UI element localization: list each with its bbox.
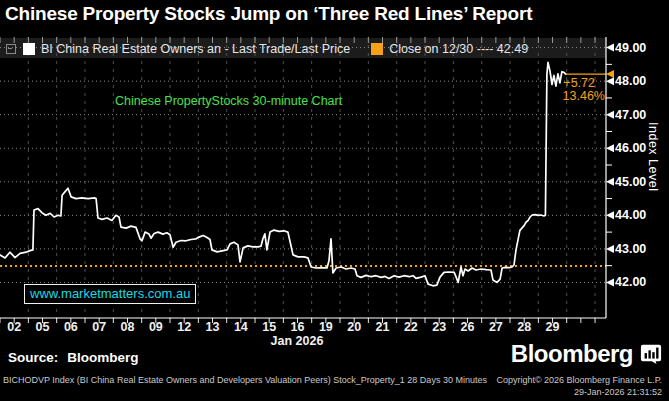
y-tick-arrow-icon xyxy=(606,144,614,152)
x-axis-tick-label: 09 xyxy=(149,320,163,334)
legend-series-label[interactable]: BI China Real Estate Owners an - Last Tr… xyxy=(41,42,350,56)
y-axis-tick-label: 48.00 xyxy=(615,73,646,89)
x-axis-tick-label: 16 xyxy=(291,320,305,334)
bloomberg-logo: Bloomberg xyxy=(511,340,662,368)
y-axis-tick-label: 49.00 xyxy=(615,40,646,56)
x-axis-tick-label: 05 xyxy=(36,320,50,334)
x-axis-tick-label: 28 xyxy=(517,320,531,334)
watermark-url: www.marketmatters.com.au xyxy=(24,284,196,304)
x-axis-group-label: Jan 2026 xyxy=(271,334,324,348)
x-axis-tick-label: 26 xyxy=(461,320,475,334)
x-axis-tick-label: 23 xyxy=(432,320,446,334)
x-axis-tick-label: 02 xyxy=(7,320,21,334)
y-axis-tick-label: 44.00 xyxy=(615,207,646,223)
x-axis-tick-label: 07 xyxy=(92,320,106,334)
x-axis-tick-label: 21 xyxy=(376,320,390,334)
y-axis-tick-label: 43.00 xyxy=(615,241,646,257)
x-axis-tick-label: 29 xyxy=(546,320,560,334)
y-tick-arrow-icon xyxy=(606,44,614,52)
change-percent-label: 13.46% xyxy=(563,89,605,103)
bloomberg-chart-bubble-icon xyxy=(640,343,662,365)
y-tick-arrow-icon xyxy=(606,111,614,119)
y-axis-tick-label: 45.00 xyxy=(615,174,646,190)
y-tick-arrow-icon xyxy=(606,77,614,85)
source-value: Bloomberg xyxy=(67,350,138,365)
footer-timestamp: 29-Jan-2026 21:31:52 xyxy=(574,387,662,397)
x-axis-tick-label: 19 xyxy=(319,320,333,334)
chart-annotation-note: Chinese PropertyStocks 30-minute Chart xyxy=(115,94,342,108)
close-swatch-icon xyxy=(371,43,383,55)
x-axis-tick-label: 20 xyxy=(347,320,361,334)
x-axis-tick-label: 12 xyxy=(177,320,191,334)
y-tick-arrow-icon xyxy=(606,278,614,286)
x-axis-tick-label: 06 xyxy=(64,320,78,334)
bloomberg-logo-text: Bloomberg xyxy=(511,340,633,368)
change-absolute-label: +5.72 xyxy=(563,76,595,90)
legend: BI China Real Estate Owners an - Last Tr… xyxy=(6,40,528,57)
y-tick-arrow-icon xyxy=(606,211,614,219)
footer-copyright: Copyright© 2026 Bloomberg Finance L.P. xyxy=(496,375,662,385)
bloomberg-chart-window: Chinese Property Stocks Jump on ‘Three R… xyxy=(0,0,669,401)
series-swatch-icon xyxy=(23,43,35,55)
x-axis-tick-label: 15 xyxy=(262,320,276,334)
legend-close-label[interactable]: Close on 12/30 ---- 42.49 xyxy=(389,42,528,56)
legend-expand-icon[interactable] xyxy=(6,44,16,54)
y-tick-arrow-icon xyxy=(606,245,614,253)
y-tick-arrow-icon xyxy=(606,178,614,186)
footer-description: BICHODVP Index (BI China Real Estate Own… xyxy=(3,375,487,385)
y-axis-title: Index Level xyxy=(646,122,660,191)
y-axis-tick-label: 42.00 xyxy=(615,274,646,290)
y-axis-tick-label: 46.00 xyxy=(615,140,646,156)
x-axis-tick-label: 13 xyxy=(206,320,220,334)
last-price-arrow-icon xyxy=(606,70,614,78)
x-axis-tick-label: 14 xyxy=(234,320,248,334)
y-axis-tick-label: 47.00 xyxy=(615,107,646,123)
x-axis-tick-label: 08 xyxy=(121,320,135,334)
source-label: Source: xyxy=(8,350,58,365)
x-axis-tick-label: 27 xyxy=(489,320,503,334)
x-axis-tick-label: 22 xyxy=(404,320,418,334)
source-line: Source: Bloomberg xyxy=(8,350,139,365)
